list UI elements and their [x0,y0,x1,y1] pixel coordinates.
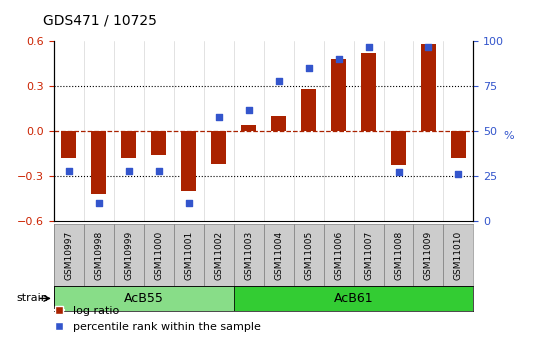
Text: GSM11005: GSM11005 [304,231,313,280]
Text: GSM11000: GSM11000 [154,231,163,280]
Text: GSM11001: GSM11001 [184,231,193,280]
Text: GDS471 / 10725: GDS471 / 10725 [43,13,157,28]
Point [185,200,193,206]
Bar [331,59,346,131]
Bar [391,131,406,166]
Bar [211,131,226,164]
Point [214,114,223,119]
Text: GSM11010: GSM11010 [454,231,463,280]
Bar [451,131,466,158]
Point [394,170,403,175]
Text: GSM10998: GSM10998 [94,231,103,280]
Bar [361,53,376,131]
Text: GSM11007: GSM11007 [364,231,373,280]
Point [364,44,373,50]
Point [334,57,343,62]
Bar [91,131,106,194]
Text: GSM11009: GSM11009 [424,231,433,280]
Text: GSM11003: GSM11003 [244,231,253,280]
Point [305,66,313,71]
Bar [421,45,436,131]
Point [124,168,133,173]
Point [424,44,433,50]
Bar [301,89,316,131]
Bar [271,116,286,131]
Point [454,171,463,177]
Text: strain: strain [17,294,48,303]
Text: GSM11006: GSM11006 [334,231,343,280]
Bar [151,131,166,155]
Bar [181,131,196,191]
Point [274,78,283,83]
Bar [121,131,136,158]
Bar [233,286,473,310]
Point [244,107,253,112]
Bar [54,286,233,310]
Legend: log ratio, percentile rank within the sample: log ratio, percentile rank within the sa… [48,302,265,336]
Bar [61,131,76,158]
Text: GSM11004: GSM11004 [274,231,283,280]
Text: GSM11008: GSM11008 [394,231,403,280]
Point [95,200,103,206]
Text: AcB61: AcB61 [334,292,373,305]
Text: GSM10999: GSM10999 [124,231,133,280]
Text: AcB55: AcB55 [124,292,164,305]
Y-axis label: %: % [503,131,514,141]
Point [65,168,73,173]
Point [154,168,163,173]
Bar [241,125,256,131]
Text: GSM10997: GSM10997 [64,231,73,280]
Text: GSM11002: GSM11002 [214,231,223,280]
